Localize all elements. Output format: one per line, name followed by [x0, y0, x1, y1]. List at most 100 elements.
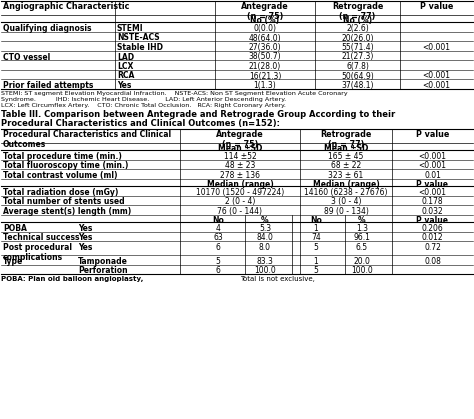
Text: <0.001: <0.001 — [419, 161, 447, 170]
Text: 21(28.0): 21(28.0) — [249, 62, 281, 71]
Text: 5.3: 5.3 — [259, 224, 271, 233]
Text: Total number of stents used: Total number of stents used — [3, 197, 125, 206]
Text: LAD: LAD — [117, 52, 134, 62]
Text: 68 ± 22: 68 ± 22 — [331, 161, 361, 170]
Text: 0.012: 0.012 — [422, 233, 443, 242]
Text: <0.001: <0.001 — [422, 72, 450, 80]
Text: Total contrast volume (ml): Total contrast volume (ml) — [3, 171, 118, 180]
Text: P value: P value — [420, 2, 453, 11]
Text: Median (range): Median (range) — [207, 180, 273, 189]
Text: Total radiation dose (mGy): Total radiation dose (mGy) — [3, 188, 118, 197]
Text: Yes: Yes — [78, 224, 92, 233]
Text: 100.0: 100.0 — [254, 266, 276, 275]
Text: 4: 4 — [216, 224, 220, 233]
Text: 1: 1 — [314, 224, 319, 233]
Text: RCA: RCA — [117, 72, 134, 80]
Text: 48(64.0): 48(64.0) — [249, 34, 281, 42]
Text: No (%): No (%) — [343, 16, 372, 25]
Text: 6: 6 — [216, 243, 220, 251]
Text: Total procedure time (min.): Total procedure time (min.) — [3, 152, 122, 160]
Text: 63: 63 — [213, 233, 223, 242]
Text: 1(1.3): 1(1.3) — [254, 81, 276, 90]
Text: Yes: Yes — [78, 233, 92, 242]
Text: STEMI: STEMI — [117, 24, 144, 33]
Text: Technical success: Technical success — [3, 233, 80, 242]
Text: 1.3: 1.3 — [356, 224, 368, 233]
Text: Type: Type — [3, 257, 23, 266]
Text: 50(64.9): 50(64.9) — [341, 72, 374, 80]
Text: Antegrade
(n = 75): Antegrade (n = 75) — [216, 129, 264, 149]
Text: No (%): No (%) — [250, 16, 280, 25]
Text: Antegrade
(n = 75): Antegrade (n = 75) — [241, 2, 289, 21]
Text: Retrograde
(n = 77): Retrograde (n = 77) — [332, 2, 383, 21]
Text: 5: 5 — [314, 266, 319, 275]
Text: %: % — [261, 216, 269, 225]
Text: 8.0: 8.0 — [259, 243, 271, 251]
Text: 0.032: 0.032 — [422, 207, 443, 216]
Text: 21(27.3): 21(27.3) — [341, 52, 374, 62]
Text: 6: 6 — [216, 266, 220, 275]
Text: CTO vessel: CTO vessel — [3, 52, 50, 62]
Text: Procedural Characteristics and Clinical
Outcomes: Procedural Characteristics and Clinical … — [3, 129, 171, 149]
Text: POBA: POBA — [3, 224, 27, 233]
Text: 10170 (1520 - 497224): 10170 (1520 - 497224) — [196, 188, 284, 197]
Text: LCX: Left Circumflex Artery.    CTO: Chronic Total Occlusion.   RCA: Right Coron: LCX: Left Circumflex Artery. CTO: Chroni… — [1, 103, 286, 108]
Text: 6(7.8): 6(7.8) — [346, 62, 369, 71]
Text: Post procedural
complications: Post procedural complications — [3, 243, 72, 262]
Text: Average stent(s) length (mm): Average stent(s) length (mm) — [3, 207, 131, 216]
Text: 14160 (6238 - 27676): 14160 (6238 - 27676) — [304, 188, 388, 197]
Text: 5: 5 — [216, 257, 220, 266]
Text: 89 (0 - 134): 89 (0 - 134) — [324, 207, 368, 216]
Text: Mean ±SD: Mean ±SD — [218, 144, 262, 153]
Text: 83.3: 83.3 — [256, 257, 273, 266]
Text: Total fluoroscopy time (min.): Total fluoroscopy time (min.) — [3, 161, 128, 170]
Text: 27(36.0): 27(36.0) — [249, 43, 281, 52]
Text: 323 ± 61: 323 ± 61 — [328, 171, 364, 180]
Text: 96.1: 96.1 — [354, 233, 371, 242]
Text: 6.5: 6.5 — [356, 243, 368, 251]
Text: LCX: LCX — [117, 62, 133, 71]
Text: 20.0: 20.0 — [354, 257, 371, 266]
Text: Syndrome.          IHD: Ischemic Heart Disease.        LAD: Left Anterior Descen: Syndrome. IHD: Ischemic Heart Disease. L… — [1, 97, 286, 102]
Text: 278 ± 136: 278 ± 136 — [220, 171, 260, 180]
Text: Yes: Yes — [117, 81, 131, 90]
Text: Tamponade: Tamponade — [78, 257, 128, 266]
Text: P value: P value — [417, 216, 448, 225]
Text: NSTE-ACS: NSTE-ACS — [117, 34, 160, 42]
Text: Qualifying diagnosis: Qualifying diagnosis — [3, 24, 91, 33]
Text: 0.01: 0.01 — [424, 171, 441, 180]
Text: 38(50.7): 38(50.7) — [249, 52, 281, 62]
Text: 2 (0 - 4): 2 (0 - 4) — [225, 197, 255, 206]
Text: 0.206: 0.206 — [422, 224, 443, 233]
Text: 1: 1 — [314, 257, 319, 266]
Text: 55(71.4): 55(71.4) — [341, 43, 374, 52]
Text: 100.0: 100.0 — [351, 266, 373, 275]
Text: 2(2.6): 2(2.6) — [346, 24, 369, 33]
Text: %: % — [358, 216, 366, 225]
Text: <0.001: <0.001 — [422, 43, 450, 52]
Text: P value: P value — [416, 129, 449, 139]
Text: Perforation: Perforation — [78, 266, 128, 275]
Text: P value: P value — [417, 180, 448, 189]
Text: POBA: Plan old balloon angioplasty,: POBA: Plan old balloon angioplasty, — [1, 277, 143, 282]
Text: 16(21.3): 16(21.3) — [249, 72, 281, 80]
Text: Table III. Comparison between Antegrade and Retrograde Group According to their: Table III. Comparison between Antegrade … — [1, 110, 395, 119]
Text: <0.001: <0.001 — [419, 188, 447, 197]
Text: No: No — [212, 216, 224, 225]
Text: Mean ±SD: Mean ±SD — [324, 144, 368, 153]
Text: 20(26.0): 20(26.0) — [341, 34, 374, 42]
Text: No: No — [310, 216, 322, 225]
Text: 0.72: 0.72 — [424, 243, 441, 251]
Text: 3 (0 - 4): 3 (0 - 4) — [331, 197, 361, 206]
Text: Procedural Characteristics and Clinical Outcomes (n=152):: Procedural Characteristics and Clinical … — [1, 119, 280, 128]
Text: STEMI: ST segment Elevation Myocardial Infraction.    NSTE-ACS: Non ST Segment E: STEMI: ST segment Elevation Myocardial I… — [1, 91, 347, 96]
Text: Stable IHD: Stable IHD — [117, 43, 163, 52]
Text: 0.178: 0.178 — [422, 197, 443, 206]
Text: Angiographic Characteristic: Angiographic Characteristic — [3, 2, 129, 11]
Text: Yes: Yes — [78, 243, 92, 251]
Text: 74: 74 — [311, 233, 321, 242]
Text: 0.08: 0.08 — [424, 257, 441, 266]
Text: Total is not exclusive,: Total is not exclusive, — [240, 277, 315, 282]
Text: Prior failed attempts: Prior failed attempts — [3, 81, 93, 90]
Text: <0.001: <0.001 — [419, 152, 447, 160]
